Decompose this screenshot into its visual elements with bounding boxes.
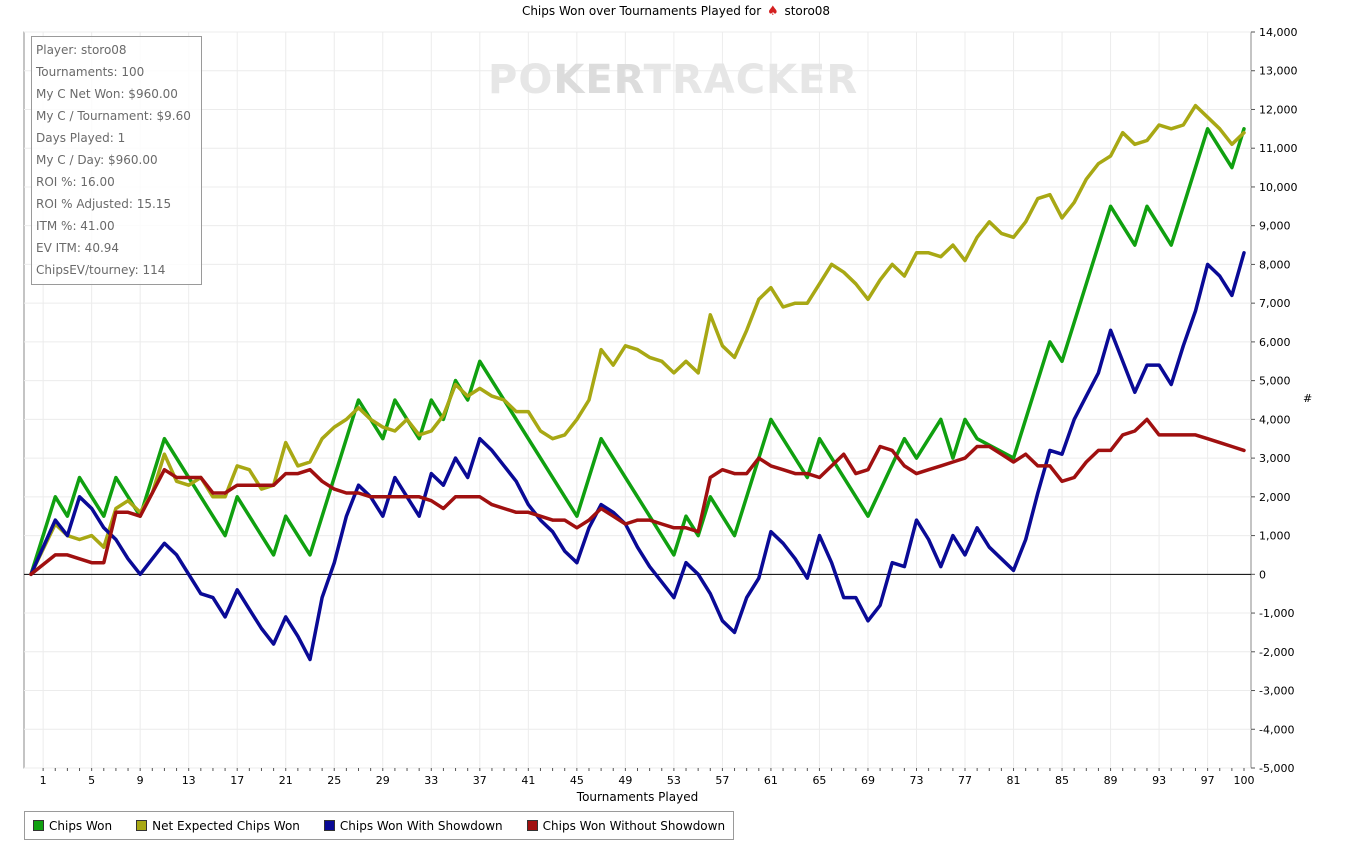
stats-box: Player: storo08 Tournaments: 100 My C Net … [31, 36, 202, 285]
x-tick-label: 37 [473, 774, 487, 787]
plot-area [23, 31, 1252, 769]
stats-row: ROI % Adjusted: 15.15 [36, 197, 172, 211]
y-tick-label: 8,000 [1259, 258, 1291, 271]
x-tick-label: 9 [137, 774, 144, 787]
legend-label: Net Expected Chips Won [152, 818, 300, 833]
x-tick-label: 17 [230, 774, 244, 787]
y-tick-label: 11,000 [1259, 142, 1298, 155]
y-tick-label: 1,000 [1259, 530, 1291, 543]
chart-legend: Chips Won Net Expected Chips Won Chips Won… [24, 811, 735, 840]
watermark-part2: KER [553, 57, 644, 103]
y-tick-label: -1,000 [1259, 607, 1294, 620]
x-tick-label: 49 [618, 774, 632, 787]
y-tick-label: 3,000 [1259, 452, 1291, 465]
x-tick-label: 1 [40, 774, 47, 787]
series-line [29, 103, 1246, 577]
x-tick-label: 33 [424, 774, 438, 787]
y-tick-label: 5,000 [1259, 375, 1291, 388]
x-tick-label: 89 [1104, 774, 1118, 787]
x-tick-label: 61 [764, 774, 778, 787]
stats-row: My C / Tournament: $9.60 [36, 109, 191, 123]
x-tick-label: 41 [521, 774, 535, 787]
y-tick-label: 10,000 [1259, 181, 1298, 194]
x-axis-label: Tournaments Played [576, 790, 699, 804]
legend-item: Chips Won With Showdown [323, 818, 503, 833]
legend-item: Chips Won [33, 819, 112, 833]
legend-item: Net Expected Chips Won [136, 819, 300, 833]
x-tick-label: 81 [1007, 774, 1021, 787]
chart-title-prefix: Chips Won over Tournaments Played for [521, 4, 762, 18]
x-tick-label: 93 [1152, 774, 1166, 787]
x-tick-label: 69 [861, 774, 875, 787]
stats-row: Days Played: 1 [36, 131, 126, 145]
stats-row: Tournaments: 100 [36, 65, 145, 79]
y-tick-label: 2,000 [1259, 491, 1291, 504]
legend-swatch [136, 820, 148, 831]
legend-swatch [526, 820, 538, 831]
y-tick-label: 7,000 [1259, 297, 1291, 310]
chart-title-player: storo08 [784, 4, 831, 18]
y-axis-label: # [1303, 392, 1313, 405]
legend-label: Chips Won Without Showdown [542, 818, 726, 833]
x-tick-label: 73 [909, 774, 923, 787]
pokertracker-watermark-logo: POKERTRACKER [488, 57, 858, 103]
stats-row: EV ITM: 40.94 [36, 241, 120, 255]
y-tick-label: 14,000 [1259, 26, 1298, 39]
stats-row: Player: storo08 [36, 43, 127, 57]
stats-row: My C Net Won: $960.00 [36, 87, 178, 101]
x-tick-label: 21 [279, 774, 293, 787]
stats-row: ChipsEV/tourney: 114 [36, 263, 166, 277]
y-tick-label: -4,000 [1259, 723, 1294, 736]
stats-row: My C / Day: $960.00 [36, 153, 158, 167]
watermark-part3: TRACKER [643, 57, 859, 103]
y-tick-label: 12,000 [1259, 103, 1298, 116]
x-tick-label: 65 [812, 774, 826, 787]
x-tick-label: 100 [1234, 774, 1255, 787]
x-tick-label: 45 [570, 774, 584, 787]
y-tick-label: 0 [1259, 568, 1266, 581]
x-tick-label: 53 [667, 774, 681, 787]
chart-title: Chips Won over Tournaments Played for ♠ … [0, 4, 1352, 19]
stats-row: ROI %: 16.00 [36, 175, 115, 189]
legend-label: Chips Won [49, 818, 113, 833]
series-line [29, 127, 1246, 577]
legend-swatch [33, 820, 44, 831]
watermark-part1: PO [488, 57, 554, 103]
x-tick-label: 77 [958, 774, 972, 787]
x-tick-label: 13 [182, 774, 196, 787]
x-tick-label: 97 [1201, 774, 1215, 787]
x-tick-label: 29 [376, 774, 390, 787]
y-tick-label: -5,000 [1259, 762, 1294, 775]
spade-icon: ♠ [766, 4, 779, 19]
legend-item: Chips Won Without Showdown [526, 818, 726, 833]
y-tick-label: -2,000 [1259, 646, 1294, 659]
x-tick-label: 5 [88, 774, 95, 787]
x-tick-label: 57 [715, 774, 729, 787]
legend-label: Chips Won With Showdown [339, 818, 503, 833]
x-tick-label: 85 [1055, 774, 1069, 787]
series-line [29, 417, 1246, 577]
x-tick-label: 25 [327, 774, 341, 787]
y-tick-label: 4,000 [1259, 413, 1291, 426]
y-tick-label: 9,000 [1259, 220, 1291, 233]
legend-swatch [323, 820, 335, 831]
y-tick-label: -3,000 [1259, 685, 1294, 698]
y-tick-label: 13,000 [1259, 65, 1298, 78]
y-tick-label: 6,000 [1259, 336, 1291, 349]
series-line [29, 251, 1246, 662]
stats-row: ITM %: 41.00 [36, 219, 115, 233]
